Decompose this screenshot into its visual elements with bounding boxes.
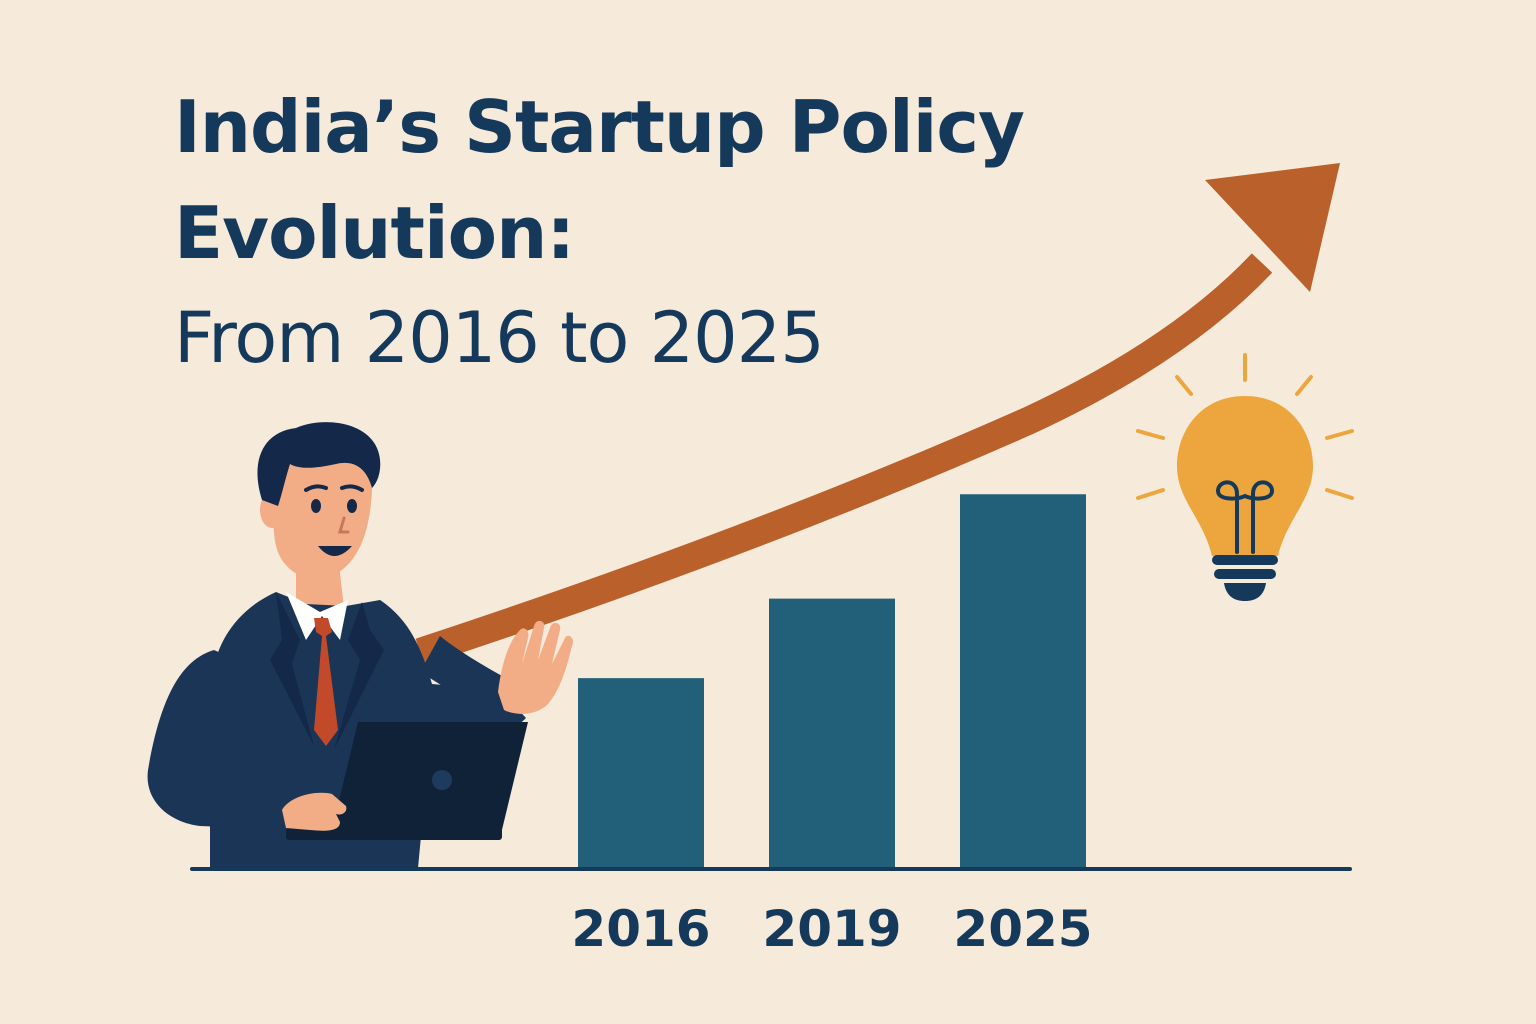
x-tick-labels: 2016 2019 2025 — [571, 900, 1092, 958]
trend-arrow-head — [1205, 163, 1340, 292]
lightbulb-base-ring-2 — [1214, 569, 1276, 579]
lightbulb-rays — [1136, 353, 1354, 500]
page-subtitle: From 2016 to 2025 — [174, 297, 825, 379]
bar-2025 — [960, 494, 1086, 867]
trend-arrow — [415, 163, 1340, 666]
lightbulb-base-tip — [1224, 583, 1266, 601]
businessman-typing-hand — [282, 792, 347, 831]
businessman-raised-hand — [498, 620, 573, 714]
businessman-left-arm — [147, 650, 304, 830]
businessman-shirt-collar — [286, 592, 348, 640]
page-title-line-1: India’s Startup Policy — [174, 85, 1025, 169]
businessman-tie — [314, 618, 338, 746]
laptop-logo — [432, 770, 452, 790]
businessman-brow-left — [304, 484, 328, 492]
bar-2016 — [578, 678, 704, 867]
businessman-brow-right — [340, 484, 364, 492]
lightbulb-filament — [1215, 480, 1275, 554]
bar-group — [578, 494, 1086, 867]
title-block: India’s Startup Policy Evolution: From 2… — [174, 74, 1025, 388]
businessman-lapel-left — [270, 592, 314, 746]
businessman-eye-right — [347, 499, 357, 513]
businessman-hair — [257, 422, 381, 506]
x-tick-label-2019: 2019 — [762, 900, 901, 958]
trend-arrow-shaft — [415, 253, 1273, 666]
lightbulb-glass — [1177, 396, 1313, 556]
laptop-base — [286, 828, 502, 840]
bar-2019 — [769, 598, 895, 867]
laptop-screen-back — [330, 722, 528, 838]
page-title-line-2: Evolution: — [174, 191, 575, 275]
lightbulb-base-ring-1 — [1212, 555, 1278, 565]
laptop-icon — [286, 722, 528, 840]
x-tick-label-2025: 2025 — [953, 900, 1092, 958]
businessman-lapel-right — [334, 602, 384, 750]
businessman-nose — [338, 516, 350, 534]
businessman-mouth — [318, 546, 352, 556]
businessman-illustration — [147, 422, 573, 868]
x-tick-label-2016: 2016 — [571, 900, 710, 958]
lightbulb-icon — [1136, 353, 1354, 601]
businessman-eye-left — [311, 499, 321, 513]
